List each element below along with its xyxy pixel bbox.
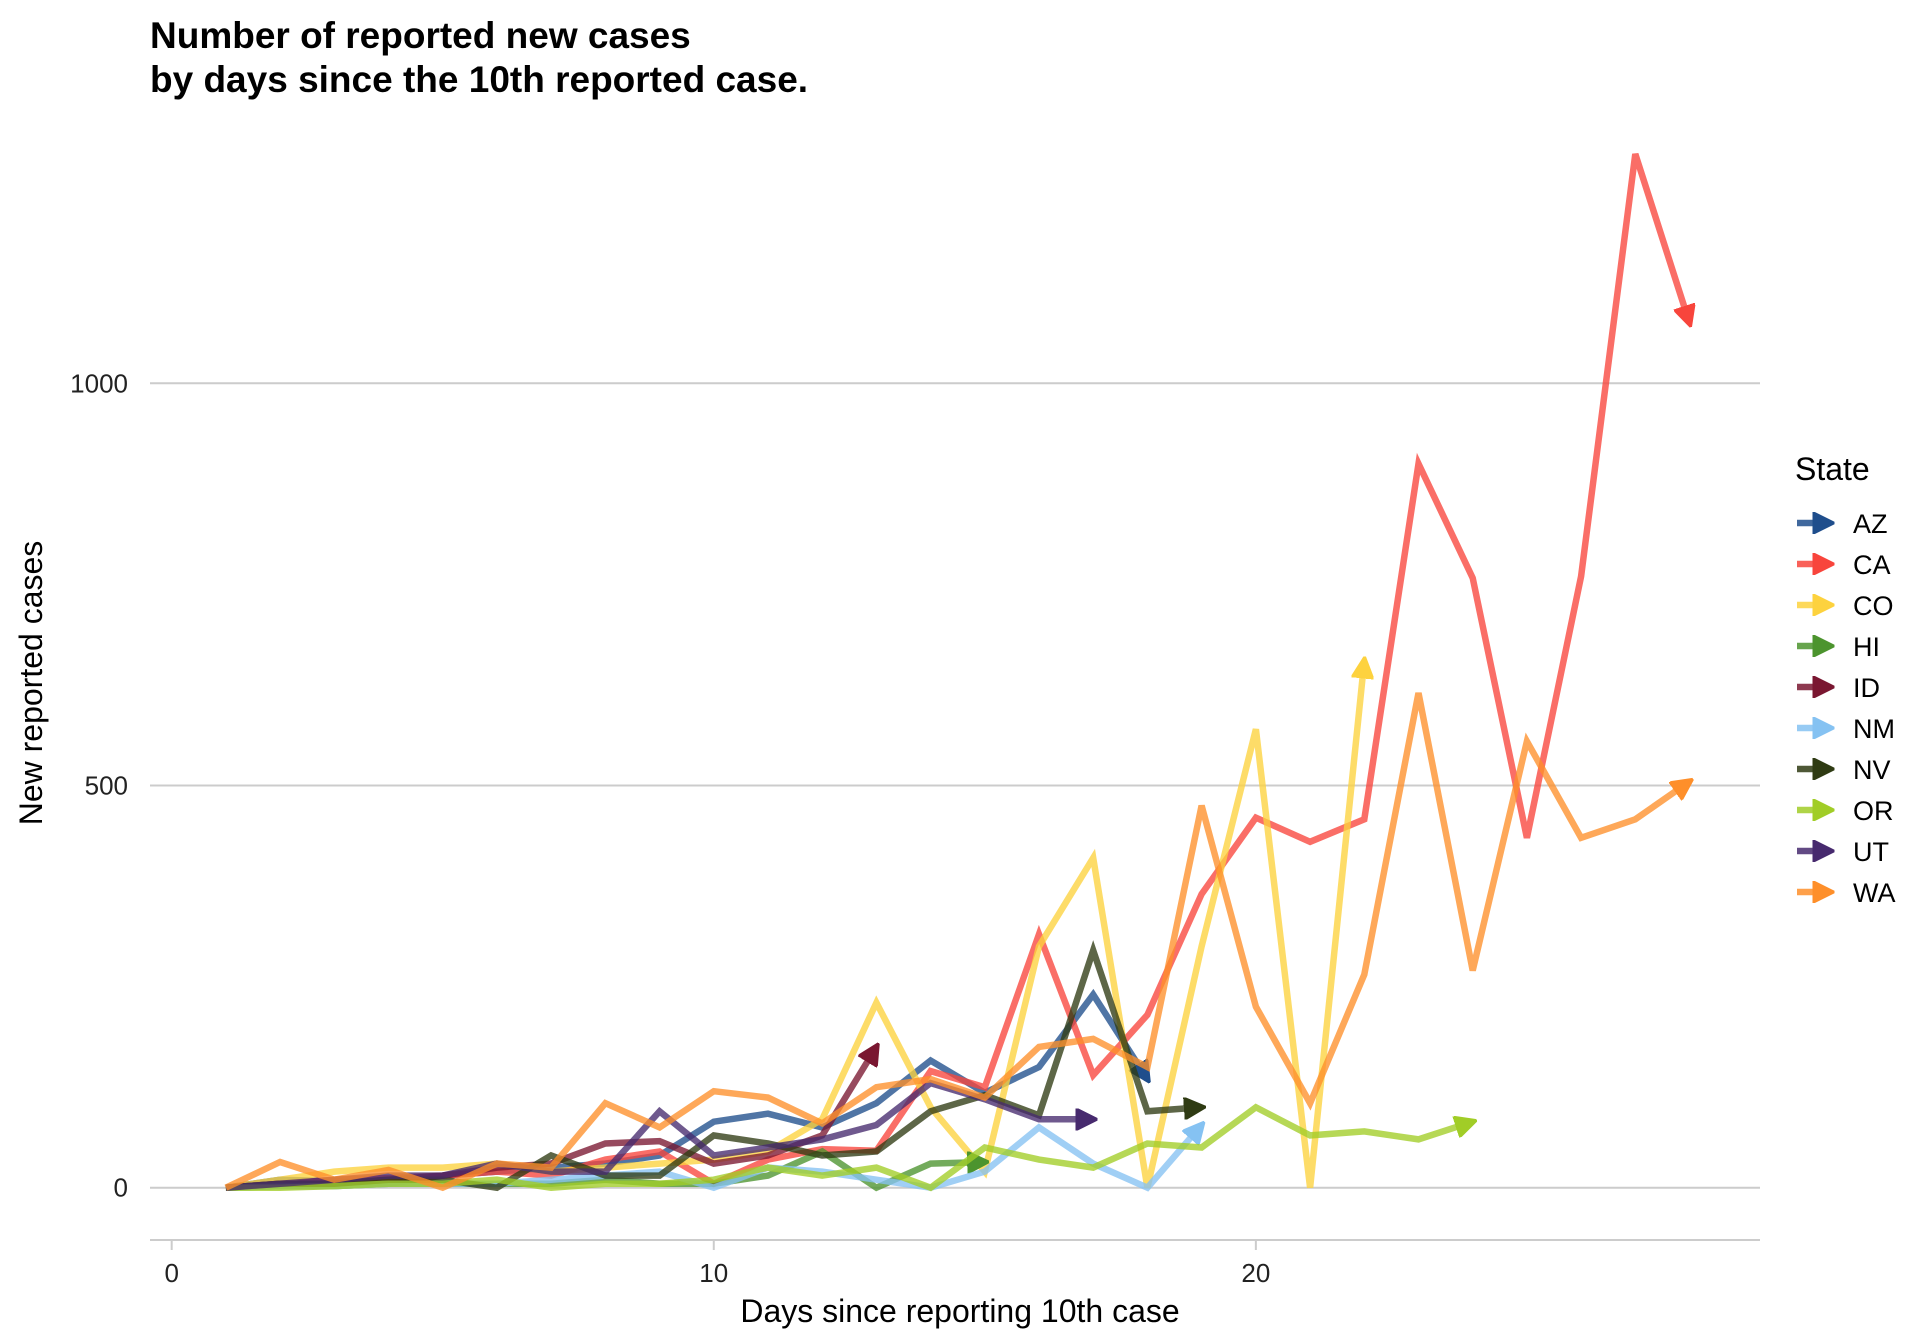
y-tick-label: 0: [114, 1173, 128, 1203]
x-tick-label: 20: [1241, 1258, 1270, 1288]
x-axis-label: Days since reporting 10th case: [740, 1293, 1179, 1329]
y-tick-label: 1000: [70, 368, 128, 398]
legend-label: NV: [1853, 755, 1891, 785]
x-axis-ticks: 0 10 20: [164, 1240, 1270, 1288]
legend-item-id: ID: [1797, 673, 1880, 703]
y-tick-label: 500: [85, 770, 128, 800]
legend-label: OR: [1853, 796, 1894, 826]
y-axis-ticks: 0 500 1000: [70, 368, 128, 1202]
legend-title: State: [1795, 451, 1870, 487]
y-axis-label: New reported cases: [13, 541, 49, 826]
legend-item-ut: UT: [1797, 837, 1889, 867]
legend-item-ca: CA: [1797, 550, 1891, 580]
legend-label: UT: [1853, 837, 1889, 867]
legend-item-or: OR: [1797, 796, 1894, 826]
series-line-ca: [225, 153, 1690, 1191]
chart-title-line-2: by days since the 10th reported case.: [150, 59, 809, 100]
chart-title: Number of reported new cases by days sin…: [150, 14, 808, 102]
chart-title-line-1: Number of reported new cases: [150, 15, 691, 56]
legend-label: WA: [1853, 878, 1896, 908]
legend-item-nv: NV: [1797, 755, 1891, 785]
series-line-nv: [225, 940, 1202, 1192]
legend-label: NM: [1853, 714, 1895, 744]
legend-item-co: CO: [1797, 591, 1894, 621]
legend-label: AZ: [1853, 509, 1888, 539]
legend: State AZ CA CO HI ID NM NV OR UT WA: [1795, 451, 1896, 908]
legend-label: CA: [1853, 550, 1891, 580]
series-layer: [224, 153, 1690, 1192]
legend-label: ID: [1853, 673, 1880, 703]
series-line-wa: [224, 692, 1690, 1192]
legend-items: AZ CA CO HI ID NM NV OR UT WA: [1797, 509, 1896, 908]
legend-item-az: AZ: [1797, 509, 1888, 539]
x-tick-label: 10: [699, 1258, 728, 1288]
legend-item-hi: HI: [1797, 632, 1880, 662]
legend-label: HI: [1853, 632, 1880, 662]
x-tick-label: 0: [164, 1258, 178, 1288]
series-line-co: [225, 661, 1364, 1191]
gridlines: [150, 382, 1760, 1189]
legend-item-wa: WA: [1797, 878, 1896, 908]
legend-item-nm: NM: [1797, 714, 1895, 744]
legend-label: CO: [1853, 591, 1894, 621]
